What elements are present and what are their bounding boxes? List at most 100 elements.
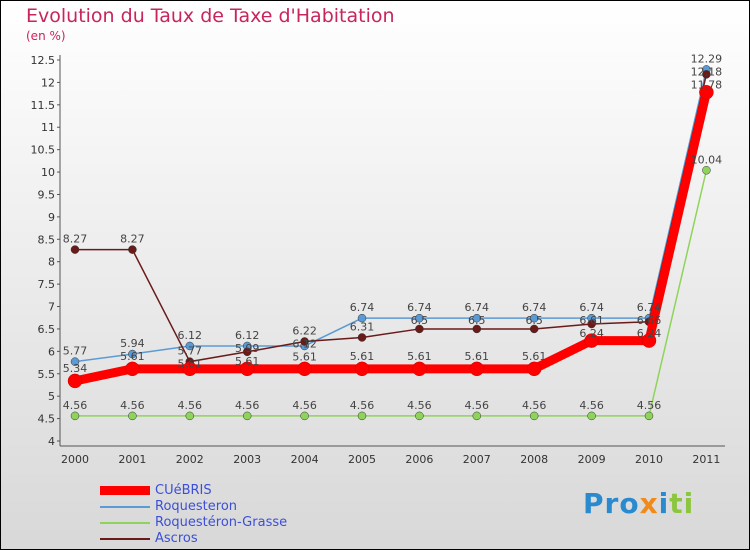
data-point (587, 411, 596, 421)
data-point (128, 411, 137, 421)
data-label: 6.12 (235, 329, 260, 342)
x-tick-label: 2005 (348, 453, 376, 466)
proxiti-logo: Proxiti (583, 487, 695, 520)
data-label: 4.56 (292, 399, 317, 412)
data-label: 5.77 (178, 345, 203, 358)
x-tick-label: 2009 (578, 453, 606, 466)
y-tick-label: 8.5 (38, 233, 56, 246)
data-label: 6.12 (178, 329, 203, 342)
data-point (185, 411, 195, 421)
x-tick-label: 2001 (118, 453, 146, 466)
data-label: 5.61 (407, 350, 432, 363)
y-tick-label: 4.5 (38, 413, 56, 426)
y-tick-label: 10 (41, 166, 55, 179)
data-label: 6.24 (579, 327, 604, 340)
y-tick-label: 7.5 (38, 278, 56, 291)
y-tick-label: 9 (48, 211, 55, 224)
y-tick-label: 4 (48, 435, 55, 448)
data-point (357, 411, 367, 421)
data-label: 6.5 (411, 314, 429, 327)
data-label: 5.61 (522, 350, 547, 363)
data-point (526, 361, 542, 377)
chart-title: Evolution du Taux de Taxe d'Habitation (26, 5, 395, 27)
data-label: 6.74 (579, 301, 604, 314)
data-label: 6.74 (407, 301, 432, 314)
data-point (412, 361, 427, 377)
y-tick-label: 6 (48, 345, 55, 358)
data-point (415, 411, 424, 421)
legend-label: Roquesteron (155, 499, 238, 514)
y-tick-label: 9.5 (38, 188, 56, 201)
data-label: 4.56 (579, 399, 604, 412)
y-tick-label: 8 (48, 256, 55, 269)
y-tick-label: 7 (48, 301, 55, 314)
data-point (472, 411, 482, 421)
data-point (641, 333, 657, 348)
data-label: 11.78 (691, 78, 723, 91)
data-label: 4.56 (178, 399, 203, 412)
data-label: 5.61 (465, 350, 490, 363)
data-point (297, 361, 312, 377)
data-point (357, 333, 367, 342)
x-tick-label: 2003 (233, 453, 261, 466)
data-point (67, 373, 83, 389)
series-line-Ascros (75, 74, 708, 363)
data-point (300, 337, 309, 346)
y-tick-label: 5 (48, 390, 55, 403)
data-label: 6.74 (350, 301, 375, 314)
x-tick-label: 2008 (520, 453, 548, 466)
y-tick-label: 5.5 (38, 368, 56, 381)
x-tick-label: 2006 (405, 453, 433, 466)
data-label: 8.27 (63, 233, 88, 246)
data-label: 5.61 (235, 355, 260, 368)
x-tick-label: 2010 (635, 453, 663, 466)
data-label: 4.56 (637, 399, 662, 412)
y-tick-label: 12.5 (31, 54, 56, 67)
data-label: 4.56 (522, 399, 547, 412)
x-tick-label: 2007 (463, 453, 491, 466)
data-label: 6.74 (465, 301, 490, 314)
data-point (472, 324, 482, 334)
data-point (415, 313, 424, 323)
x-tick-label: 2004 (291, 453, 319, 466)
data-label: 6.12 (292, 337, 317, 350)
data-point (242, 347, 252, 357)
data-label: 4.56 (120, 399, 145, 412)
data-label: 6.74 (522, 301, 547, 314)
data-point (469, 361, 485, 377)
data-label: 5.61 (350, 350, 375, 363)
chart-subtitle: (en %) (26, 29, 66, 43)
data-point (70, 245, 80, 254)
legend-label: Ascros (155, 531, 198, 546)
data-label: 12.29 (691, 52, 723, 65)
series-line-CUéBRIS (74, 91, 711, 386)
data-label: 6.74 (637, 301, 662, 314)
y-tick-label: 11.5 (31, 99, 56, 112)
data-label: 5.61 (292, 350, 317, 363)
data-point (472, 313, 482, 323)
data-label: 5.99 (235, 342, 260, 355)
legend-swatch (100, 486, 150, 495)
data-point (185, 341, 195, 351)
legend-swatch (100, 506, 150, 508)
data-point (584, 333, 599, 348)
data-label: 4.56 (407, 399, 432, 412)
data-label: 8.27 (120, 233, 145, 246)
x-tick-label: 2002 (176, 453, 204, 466)
y-tick-label: 10.5 (31, 144, 56, 157)
data-label: 4.56 (465, 399, 490, 412)
data-label: 5.61 (120, 350, 145, 363)
series-line-Roquestéron-Grasse (75, 170, 708, 417)
data-label: 12.18 (691, 65, 723, 78)
data-point (587, 319, 596, 329)
data-label: 6.5 (468, 314, 486, 327)
data-point (529, 411, 539, 421)
data-label: 6.61 (579, 314, 604, 327)
data-point (70, 411, 80, 421)
data-point (529, 324, 539, 334)
data-point (354, 361, 370, 377)
data-label: 4.56 (350, 399, 375, 412)
data-label: 4.56 (235, 399, 260, 412)
data-point (242, 411, 252, 421)
